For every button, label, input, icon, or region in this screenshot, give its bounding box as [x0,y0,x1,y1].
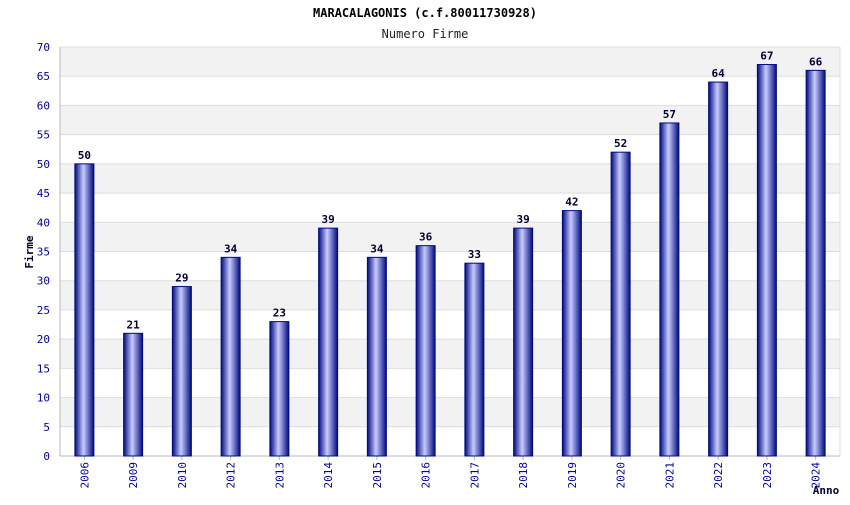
bar-2022 [708,81,729,457]
y-tick-label: 50 [37,158,50,171]
data-label: 50 [78,149,91,162]
grid-band [60,47,840,77]
y-tick-label: 10 [37,392,50,405]
y-tick-label: 0 [43,450,50,463]
y-axis-label: Firme [23,235,36,268]
x-tick-label: 2017 [468,462,481,489]
data-label: 29 [175,272,188,285]
bar-2013 [269,321,290,457]
chart-subtitle: Numero Firme [382,27,469,41]
data-label: 39 [517,213,530,226]
y-tick-label: 40 [37,216,50,229]
bar-2014 [318,227,339,457]
y-tick-label: 20 [37,333,50,346]
chart-title: MARACALAGONIS (c.f.80011730928) [313,6,537,20]
bar-2009 [123,332,144,457]
y-tick-labels: 0 5 10 15 20 25 30 35 40 45 50 55 60 65 70 [37,41,50,463]
data-label: 39 [322,213,335,226]
bar-2012 [220,256,241,457]
data-label: 52 [614,137,627,150]
x-tick-label: 2014 [322,462,335,489]
bar-2015 [366,256,387,457]
x-tick-label: 2012 [225,462,238,489]
x-tick-label: 2015 [371,462,384,489]
x-tick-label: 2021 [663,462,676,489]
data-label: 67 [760,50,773,63]
data-labels: 50 21 29 34 23 39 34 36 33 39 42 52 57 64 67 66 [78,50,823,332]
data-label: 57 [663,108,676,121]
data-label: 21 [127,318,141,331]
bar-2010 [171,286,192,457]
x-tick-label: 2024 [810,462,823,489]
y-tick-label: 35 [37,246,50,259]
bar-2017 [464,262,485,457]
data-label: 64 [712,67,726,80]
data-label: 23 [273,307,286,320]
y-tick-label: 60 [37,99,50,112]
y-tick-label: 15 [37,362,50,375]
x-tick-label: 2006 [78,462,91,489]
x-tick-label: 2019 [566,462,579,489]
bar-2020 [610,151,631,457]
x-tick-label: 2010 [176,462,189,489]
y-tick-label: 45 [37,187,50,200]
y-tick-label: 30 [37,275,50,288]
x-axis-label: Anno [813,484,840,497]
data-label: 34 [224,242,238,255]
y-tick-label: 70 [37,41,50,54]
y-tick-label: 55 [37,129,50,142]
y-tick-label: 5 [43,421,50,434]
bar-2019 [561,210,582,457]
data-label: 34 [370,242,384,255]
bar-2006 [74,163,95,457]
x-tick-label: 2023 [761,462,774,489]
x-tick-labels: 2006 2009 2010 2012 2013 2014 2015 2016 2017 2018… [78,462,822,489]
x-tick-label: 2013 [273,462,286,489]
bar-2016 [415,245,436,457]
bar-2021 [659,122,680,457]
x-tick-label: 2022 [712,462,725,489]
data-label: 36 [419,231,433,244]
x-tick-label: 2009 [127,462,140,489]
bar-2018 [513,227,534,457]
x-tick-label: 2016 [420,462,433,489]
data-label: 66 [809,55,823,68]
data-label: 42 [565,196,578,209]
x-tick-label: 2018 [517,462,530,489]
y-tick-label: 65 [37,70,50,83]
bar-2023 [756,64,777,457]
bars [74,64,826,457]
bar-2024 [805,69,826,457]
x-tick-label: 2020 [615,462,628,489]
data-label: 33 [468,248,481,261]
y-tick-label: 25 [37,304,50,317]
